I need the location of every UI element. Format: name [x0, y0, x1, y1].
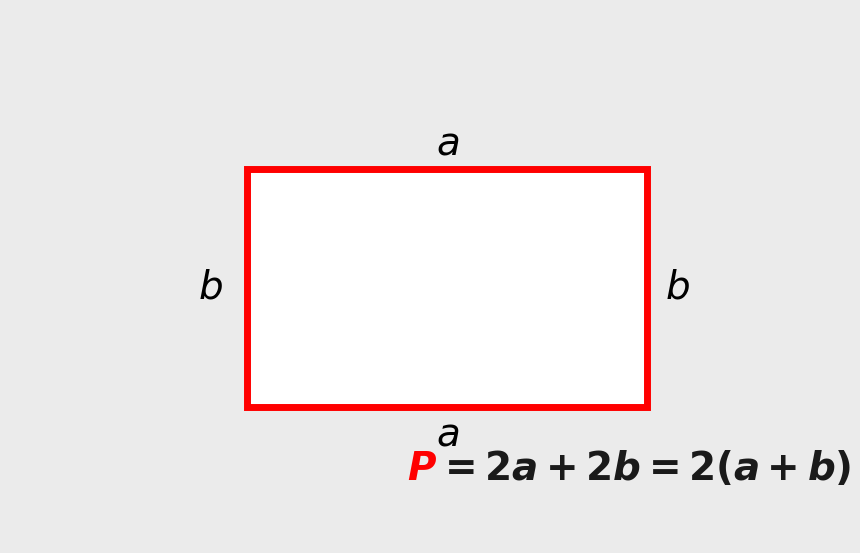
- Text: $\boldsymbol{ = 2a + 2b = 2(a + b)}$: $\boldsymbol{ = 2a + 2b = 2(a + b)}$: [438, 449, 852, 488]
- Text: $\mathbf{\mathit{a}}$: $\mathbf{\mathit{a}}$: [436, 124, 459, 162]
- Text: $\mathbf{\mathit{b}}$: $\mathbf{\mathit{b}}$: [199, 269, 224, 307]
- Text: $\boldsymbol{P}$: $\boldsymbol{P}$: [408, 450, 438, 488]
- Text: $\mathbf{\mathit{a}}$: $\mathbf{\mathit{a}}$: [436, 416, 459, 453]
- Text: $\mathbf{\mathit{b}}$: $\mathbf{\mathit{b}}$: [665, 269, 690, 307]
- Bar: [248, 169, 648, 407]
